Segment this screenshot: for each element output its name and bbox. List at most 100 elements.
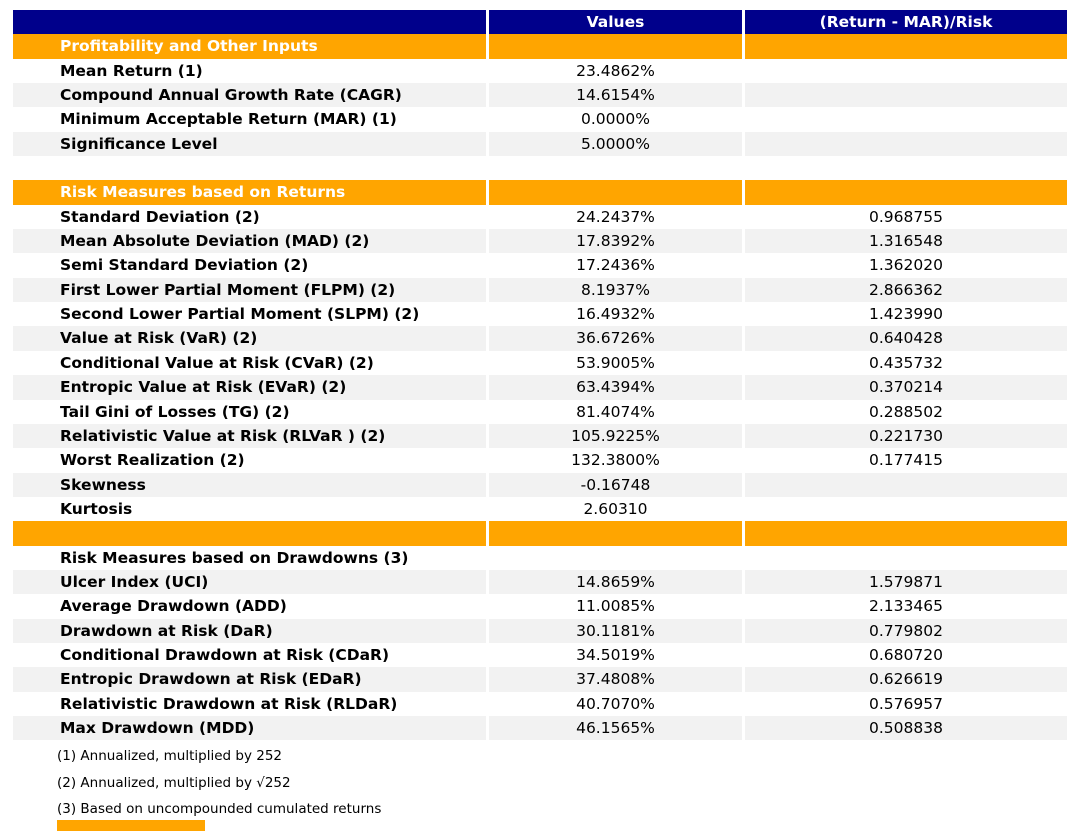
footnotes: (1) Annualized, multiplied by 252 (2) Ann… xyxy=(57,743,381,823)
ratio-cell: 0.680720 xyxy=(869,645,943,664)
metric-label-cell: Standard Deviation (2) xyxy=(60,207,260,226)
table-row: Average Drawdown (ADD) 11.0085% 2.133465 xyxy=(13,594,1067,618)
value-cell: 63.4394% xyxy=(489,375,742,400)
value-cell: 11.0085% xyxy=(576,597,655,616)
metric-label-cell: Mean Return (1) xyxy=(60,61,203,80)
column-header-values: Values xyxy=(489,10,742,35)
value-cell: 30.1181% xyxy=(489,618,742,643)
value-cell: 17.2436% xyxy=(576,256,655,275)
metric-label-cell: Max Drawdown (MDD) xyxy=(13,715,486,741)
ratio-cell xyxy=(745,180,1067,205)
metric-label-cell xyxy=(13,521,486,546)
footnote: (1) Annualized, multiplied by 252 xyxy=(57,748,282,764)
orange-separator-row xyxy=(13,521,1067,546)
ratio-cell xyxy=(745,34,1067,59)
table-row: Value at Risk (VaR) (2) 36.6726% 0.640428 xyxy=(13,326,1067,351)
ratio-cell: 1.579871 xyxy=(745,569,1067,595)
metric-label-cell: Kurtosis xyxy=(60,499,133,518)
value-cell xyxy=(489,156,742,181)
value-cell xyxy=(489,545,742,570)
value-cell: 34.5019% xyxy=(576,645,655,664)
metric-label-cell: Profitability and Other Inputs xyxy=(13,34,486,59)
value-cell: -0.16748 xyxy=(489,472,742,497)
table-row: Standard Deviation (2) 24.2437% 0.968755 xyxy=(13,205,1067,229)
table-row: Entropic Drawdown at Risk (EDaR) 37.4808%… xyxy=(13,667,1067,692)
table-row: Compound Annual Growth Rate (CAGR) 14.615… xyxy=(13,83,1067,108)
metric-label-cell: First Lower Partial Moment (FLPM) (2) xyxy=(13,277,486,303)
metric-label-cell: Entropic Drawdown at Risk (EDaR) xyxy=(13,667,486,692)
metric-label-cell: Average Drawdown (ADD) xyxy=(60,597,287,616)
ratio-cell xyxy=(745,131,1067,157)
value-cell: 0.0000% xyxy=(581,110,650,129)
ratio-cell: 0.288502 xyxy=(869,402,943,421)
metric-label-cell: Semi Standard Deviation (2) xyxy=(60,256,309,275)
value-cell: 40.7070% xyxy=(576,694,655,713)
metric-label-cell: Relativistic Drawdown at Risk (RLDaR) xyxy=(60,694,398,713)
table-row: Max Drawdown (MDD) 46.1565% 0.508838 xyxy=(13,715,1067,741)
ratio-cell: 0.435732 xyxy=(869,353,943,372)
table-header-row: Values (Return - MAR)/Risk xyxy=(13,10,1067,35)
section-header-row: Profitability and Other Inputs xyxy=(13,34,1067,59)
ratio-cell xyxy=(745,521,1067,546)
metric-label-cell: Value at Risk (VaR) (2) xyxy=(13,326,486,351)
table-body: Profitability and Other Inputs Mean Retur… xyxy=(13,34,1067,741)
metric-label-cell: Ulcer Index (UCI) xyxy=(13,569,486,595)
metric-label-cell: Mean Absolute Deviation (MAD) (2) xyxy=(13,229,486,254)
ratio-cell xyxy=(745,497,1067,521)
value-cell: 105.9225% xyxy=(489,423,742,449)
metric-label-cell: Conditional Drawdown at Risk (CDaR) xyxy=(60,645,390,664)
ratio-cell: 0.177415 xyxy=(869,451,943,470)
ratio-cell xyxy=(745,107,1067,131)
ratio-cell: 0.370214 xyxy=(745,375,1067,400)
table-row: First Lower Partial Moment (FLPM) (2) 8.1… xyxy=(13,277,1067,303)
table-row: Ulcer Index (UCI) 14.8659% 1.579871 xyxy=(13,569,1067,595)
ratio-cell: 0.779802 xyxy=(745,618,1067,643)
section-header-row: Risk Measures based on Drawdowns (3) xyxy=(13,545,1067,570)
ratio-cell xyxy=(745,545,1067,570)
metric-label-cell: Conditional Value at Risk (CVaR) (2) xyxy=(60,353,374,372)
value-cell: 23.4862% xyxy=(576,61,655,80)
metric-label-cell: Minimum Acceptable Return (MAR) (1) xyxy=(60,110,397,129)
table-row: Entropic Value at Risk (EVaR) (2) 63.4394… xyxy=(13,375,1067,400)
value-cell: 46.1565% xyxy=(489,715,742,741)
value-cell xyxy=(489,180,742,205)
metric-label-cell: Compound Annual Growth Rate (CAGR) xyxy=(13,83,486,108)
value-cell xyxy=(489,521,742,546)
ratio-cell: 0.626619 xyxy=(745,667,1067,692)
table-row: Semi Standard Deviation (2) 17.2436% 1.362… xyxy=(13,253,1067,277)
column-header-ratio: (Return - MAR)/Risk xyxy=(745,10,1067,35)
footnote: (2) Annualized, multiplied by √252 xyxy=(57,774,291,791)
value-cell: 16.4932% xyxy=(576,305,655,324)
value-cell: 81.4074% xyxy=(576,402,655,421)
table-row: Drawdown at Risk (DaR) 30.1181% 0.779802 xyxy=(13,618,1067,643)
ratio-cell: 2.133465 xyxy=(869,597,943,616)
metric-label-cell: Skewness xyxy=(13,472,486,497)
ratio-cell: 1.316548 xyxy=(745,229,1067,254)
metric-label-cell: Second Lower Partial Moment (SLPM) (2) xyxy=(60,305,420,324)
metric-label-cell: Risk Measures based on Drawdowns (3) xyxy=(13,545,486,570)
table-row: Significance Level 5.0000% xyxy=(13,131,1067,157)
value-cell: 17.8392% xyxy=(489,229,742,254)
table-row: Relativistic Drawdown at Risk (RLDaR) 40.… xyxy=(13,692,1067,716)
table-row: Second Lower Partial Moment (SLPM) (2) 16… xyxy=(13,302,1067,326)
value-cell: 132.3800% xyxy=(571,451,660,470)
metric-label-cell: Risk Measures based on Returns xyxy=(13,180,486,205)
ratio-cell: 1.423990 xyxy=(869,305,943,324)
risk-report-table: Values (Return - MAR)/Risk Profitability… xyxy=(13,10,1067,741)
ratio-cell: 0.508838 xyxy=(745,715,1067,741)
metric-label-cell xyxy=(13,156,486,181)
value-cell: 53.9005% xyxy=(576,353,655,372)
value-cell: 8.1937% xyxy=(489,277,742,303)
ratio-cell xyxy=(745,472,1067,497)
metric-label-cell: Significance Level xyxy=(13,131,486,157)
table-row: Conditional Drawdown at Risk (CDaR) 34.50… xyxy=(13,643,1067,667)
spacer-row xyxy=(13,156,1067,181)
ratio-cell: 0.640428 xyxy=(745,326,1067,351)
metric-label-cell: Worst Realization (2) xyxy=(60,451,245,470)
ratio-cell: 1.362020 xyxy=(869,256,943,275)
value-cell: 24.2437% xyxy=(576,207,655,226)
ratio-cell: 0.576957 xyxy=(869,694,943,713)
footnote: (3) Based on uncompounded cumulated retu… xyxy=(57,801,382,817)
value-cell xyxy=(489,34,742,59)
